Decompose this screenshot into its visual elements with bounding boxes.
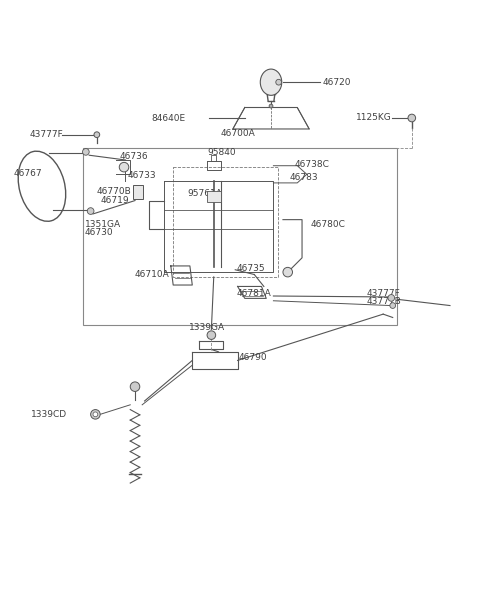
Text: 1339GA: 1339GA	[190, 323, 226, 333]
Text: 46730: 46730	[85, 228, 114, 237]
Circle shape	[207, 331, 216, 339]
Text: 43777F: 43777F	[366, 289, 400, 298]
Circle shape	[130, 382, 140, 391]
Bar	[206, 191, 221, 202]
Text: 46781A: 46781A	[236, 289, 271, 298]
Text: 46700A: 46700A	[220, 129, 255, 139]
Text: 46790: 46790	[239, 353, 268, 362]
Circle shape	[390, 303, 396, 308]
Circle shape	[388, 295, 395, 301]
Bar	[132, 185, 143, 199]
FancyBboxPatch shape	[83, 148, 397, 324]
Circle shape	[276, 79, 281, 85]
Text: 95840: 95840	[207, 149, 236, 157]
Text: 95761A: 95761A	[188, 189, 222, 198]
Text: 43777F: 43777F	[30, 130, 64, 139]
Text: 46733: 46733	[127, 170, 156, 180]
Text: 46770B: 46770B	[97, 186, 132, 195]
Text: 46780C: 46780C	[311, 220, 346, 229]
Text: 1351GA: 1351GA	[85, 220, 121, 229]
Text: 43777B: 43777B	[366, 297, 401, 306]
Circle shape	[94, 132, 100, 137]
Text: 46719: 46719	[101, 196, 129, 205]
Text: 46767: 46767	[13, 169, 42, 178]
Circle shape	[93, 412, 98, 417]
Text: 1339CD: 1339CD	[31, 410, 67, 419]
Circle shape	[283, 268, 292, 277]
Text: 46710A: 46710A	[135, 270, 170, 279]
Text: 46720: 46720	[322, 78, 350, 86]
Circle shape	[408, 114, 416, 122]
Ellipse shape	[260, 69, 282, 95]
Text: 84640E: 84640E	[152, 114, 186, 123]
Text: 46735: 46735	[236, 264, 265, 273]
Circle shape	[83, 149, 89, 155]
Circle shape	[87, 208, 94, 214]
Text: 46736: 46736	[119, 152, 148, 160]
Text: 46783: 46783	[289, 173, 318, 182]
Circle shape	[269, 104, 273, 108]
Text: 46738C: 46738C	[295, 160, 330, 169]
Text: 1125KG: 1125KG	[356, 114, 391, 123]
Circle shape	[119, 162, 129, 172]
Circle shape	[91, 410, 100, 419]
